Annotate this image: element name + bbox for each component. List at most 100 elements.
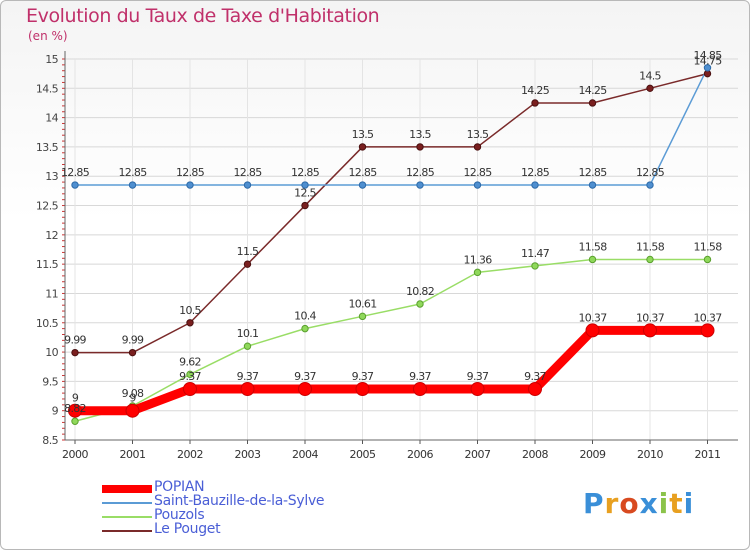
data-label-popian: 10.37: [694, 311, 723, 324]
data-label-le-pouget: 14.75: [694, 55, 723, 68]
data-label-saint-bauzille: 12.85: [636, 166, 665, 179]
brand-letter: o: [619, 487, 640, 520]
data-point-le-pouget: [243, 260, 252, 268]
x-tick-label: 2003: [235, 448, 261, 461]
y-tick-label: 9: [52, 405, 59, 418]
y-tick-label: 11: [45, 287, 58, 300]
data-point-pouzols: [473, 268, 482, 277]
data-label-saint-bauzille: 12.85: [234, 166, 263, 179]
y-tick-label: 13: [45, 170, 58, 183]
data-point-popian: [700, 323, 715, 338]
data-point-pouzols: [703, 255, 712, 264]
data-label-pouzols: 11.58: [694, 240, 723, 253]
data-label-popian: 9.37: [409, 370, 431, 383]
y-tick-label: 13.5: [36, 141, 59, 154]
x-tick-label: 2006: [407, 448, 433, 461]
legend-label-pouzols: Pouzols: [154, 507, 205, 523]
data-point-le-pouget: [186, 319, 194, 327]
data-label-saint-bauzille: 12.85: [464, 166, 493, 179]
data-label-saint-bauzille: 14.85: [694, 49, 723, 62]
brand-letter: r: [604, 487, 620, 520]
y-tick-label: 10.5: [36, 317, 59, 330]
legend-label-popian: POPIAN: [154, 479, 205, 495]
data-label-pouzols: 11.58: [636, 240, 665, 253]
data-point-le-pouget: [358, 143, 367, 151]
data-point-le-pouget: [301, 201, 309, 210]
data-label-popian: 9: [129, 392, 136, 405]
data-label-saint-bauzille: 12.85: [291, 166, 320, 179]
data-label-popian: 9.37: [524, 370, 546, 383]
data-label-le-pouget: 13.5: [352, 128, 374, 141]
proxiti-logo: Proxiti: [583, 487, 694, 520]
data-label-saint-bauzille: 12.85: [349, 166, 378, 179]
data-label-popian: 10.37: [636, 311, 665, 324]
data-label-saint-bauzille: 12.85: [119, 166, 148, 179]
x-tick-label: 2009: [580, 448, 606, 461]
data-label-le-pouget: 14.25: [521, 84, 550, 97]
legend-swatch-le-pouget: [102, 530, 152, 532]
data-point-le-pouget: [531, 99, 539, 107]
data-label-popian: 9.37: [352, 370, 374, 383]
data-label-saint-bauzille: 12.85: [521, 166, 550, 179]
data-label-pouzols: 9.08: [122, 387, 144, 400]
data-label-saint-bauzille: 12.85: [176, 166, 205, 179]
series-line-popian: [70, 325, 712, 416]
data-point-popian: [528, 382, 542, 397]
data-point-saint-bauzille: [358, 181, 367, 189]
data-label-pouzols: 11.47: [521, 247, 550, 260]
data-label-saint-bauzille: 12.85: [406, 166, 435, 179]
y-tick-label: 14: [45, 112, 58, 125]
data-point-popian: [298, 382, 312, 397]
data-label-le-pouget: 11.5: [237, 245, 259, 258]
data-label-le-pouget: 13.5: [467, 128, 489, 141]
data-point-popian: [183, 382, 197, 397]
y-tick-label: 9.5: [42, 375, 58, 388]
data-point-popian: [68, 403, 82, 418]
data-point-le-pouget: [71, 348, 79, 357]
chart-subtitle: (en %): [28, 29, 68, 43]
data-point-le-pouget: [416, 143, 424, 151]
x-tick-label: 2004: [292, 448, 318, 461]
x-tick-label: 2000: [62, 448, 88, 461]
data-label-popian: 9.37: [294, 370, 316, 383]
data-point-popian: [643, 323, 657, 338]
brand-letter: i: [658, 487, 670, 520]
data-label-le-pouget: 14.5: [639, 69, 661, 82]
data-point-popian: [413, 382, 427, 397]
y-tick-label: 12: [45, 229, 58, 242]
chart-title: Evolution du Taux de Taxe d'Habitation: [26, 5, 380, 27]
data-point-popian: [125, 403, 140, 418]
series-line-le-pouget: [74, 72, 709, 354]
legend-swatch-popian: [102, 485, 152, 493]
data-point-saint-bauzille: [71, 181, 79, 189]
data-point-pouzols: [588, 255, 597, 264]
data-label-pouzols: 9.62: [179, 355, 201, 368]
data-point-pouzols: [416, 300, 424, 308]
data-label-pouzols: 8.82: [64, 402, 86, 415]
data-label-saint-bauzille: 12.85: [61, 166, 90, 179]
data-point-saint-bauzille: [243, 181, 252, 189]
data-point-pouzols: [646, 255, 654, 264]
series-line-pouzols: [74, 258, 709, 422]
data-point-popian: [355, 382, 370, 397]
data-label-le-pouget: 10.5: [179, 304, 201, 317]
x-tick-label: 2010: [637, 448, 663, 461]
legend-label-le-pouget: Le Pouget: [154, 521, 221, 537]
data-label-popian: 10.37: [579, 311, 608, 324]
y-tick-label: 11.5: [36, 258, 59, 271]
data-label-pouzols: 10.1: [237, 327, 259, 340]
data-point-pouzols: [243, 342, 252, 350]
data-point-pouzols: [531, 262, 539, 270]
data-label-pouzols: 10.61: [349, 297, 377, 310]
data-point-saint-bauzille: [588, 181, 597, 189]
x-tick-label: 2008: [522, 448, 548, 461]
data-label-le-pouget: 9.99: [122, 334, 144, 347]
data-point-popian: [470, 382, 485, 397]
data-label-le-pouget: 9.99: [64, 334, 86, 347]
data-point-pouzols: [301, 324, 309, 333]
x-tick-label: 2007: [465, 448, 491, 461]
data-label-popian: 9.37: [179, 370, 201, 383]
data-point-le-pouget: [128, 348, 137, 357]
